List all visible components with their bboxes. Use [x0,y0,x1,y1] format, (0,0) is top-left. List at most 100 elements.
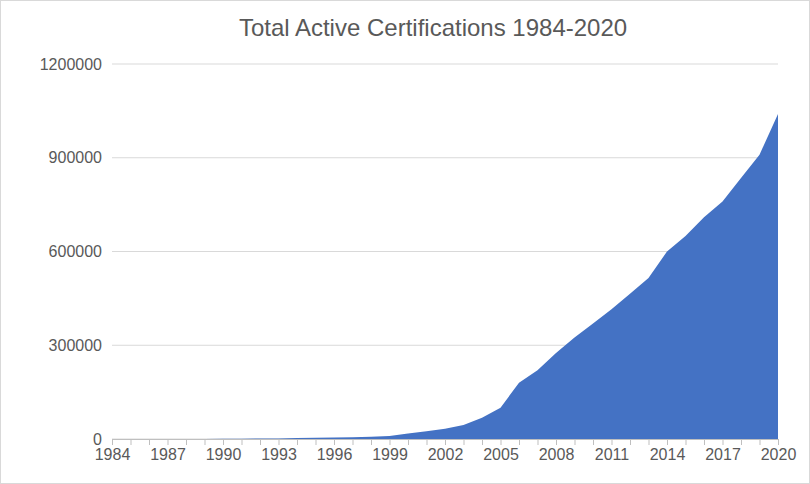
x-tick-mark [519,439,520,445]
x-tick-mark [334,439,335,445]
x-tick [242,439,243,445]
x-tick: 2008 [539,439,575,463]
plot-area [112,114,778,439]
y-tick-label: 300000 [49,337,102,354]
x-tick-mark [760,439,761,445]
x-tick [427,439,428,445]
x-tick [353,439,354,445]
x-tick [575,439,576,445]
x-tick-mark [168,439,169,445]
area [112,114,778,439]
x-tick-mark [112,439,113,445]
x-tick-mark [408,439,409,445]
y-tick: 1200000 [40,56,112,73]
x-tick [704,439,705,445]
x-tick: 1993 [261,439,297,463]
x-tick-mark [390,439,391,445]
x-tick-mark [149,439,150,445]
x-tick-label: 1987 [150,446,186,463]
x-tick-label: 2011 [595,446,630,463]
x-tick-mark [556,439,557,445]
x-tick [538,439,539,445]
x-tick [482,439,483,445]
x-tick-mark [445,439,446,445]
grid [112,64,778,439]
x-tick [371,439,372,445]
x-tick [186,439,187,445]
x-tick [593,439,594,445]
x-tick [205,439,206,445]
x-tick-mark [612,439,613,445]
x-tick [649,439,650,445]
chart: Total Active Certifications 1984-2020 0 30… [0,0,810,484]
x-tick [741,439,742,445]
x-tick-label: 1990 [206,446,242,463]
x-tick: 2014 [650,439,686,463]
x-tick-mark [427,439,428,445]
x-tick-mark [279,439,280,445]
chart-title: Total Active Certifications 1984-2020 [239,14,627,41]
x-tick [260,439,261,445]
x-tick [760,439,761,445]
grid-line [112,157,778,158]
x-tick-mark [205,439,206,445]
x-tick-mark [297,439,298,445]
x-tick-label: 2002 [428,446,464,463]
y-tick-label: 600000 [49,243,102,260]
x-tick: 2011 [595,439,630,463]
x-tick-label: 2005 [483,446,519,463]
y-tick-label: 0 [93,431,102,448]
x-tick-mark [242,439,243,445]
y-tick-label: 900000 [49,149,102,166]
x-tick [408,439,409,445]
x-tick-label: 2008 [539,446,575,463]
x-tick-mark [630,439,631,445]
x-tick-mark [371,439,372,445]
x-tick-mark [704,439,705,445]
x-tick-mark [686,439,687,445]
grid-line [112,64,778,65]
y-axis-line [112,65,113,440]
x-tick-label: 2014 [650,446,686,463]
x-tick-mark [593,439,594,445]
chart-border [1,1,810,484]
x-tick-mark [131,439,132,445]
x-tick [149,439,150,445]
y-tick: 0 [93,431,112,448]
x-tick-mark [778,439,779,445]
x-tick: 1984 [95,439,131,463]
x-tick [131,439,132,445]
x-tick-mark [741,439,742,445]
x-tick-mark [501,439,502,445]
y-tick: 900000 [49,149,112,166]
x-tick: 1999 [372,439,408,463]
y-tick: 600000 [49,243,112,260]
x-tick-mark [353,439,354,445]
x-tick [630,439,631,445]
x-tick-mark [482,439,483,445]
x-tick-mark [667,439,668,445]
x-tick-mark [464,439,465,445]
x-tick: 2002 [428,439,464,463]
x-tick: 1996 [317,439,353,463]
x-tick-mark [260,439,261,445]
x-tick-label: 1999 [372,446,408,463]
x-tick: 1987 [150,439,186,463]
x-tick-mark [316,439,317,445]
x-tick: 2017 [705,439,741,463]
x-tick: 2020 [761,439,797,463]
x-tick [316,439,317,445]
x-axis: 1984 1987 1990 1993 1996 1999 2002 2005 2008 2011… [95,439,797,463]
x-tick-mark [723,439,724,445]
x-tick-label: 2020 [761,446,797,463]
x-tick-mark [575,439,576,445]
x-tick-label: 2017 [705,446,741,463]
x-tick: 2005 [483,439,519,463]
x-tick-mark [223,439,224,445]
x-tick [686,439,687,445]
x-tick [297,439,298,445]
x-tick-mark [649,439,650,445]
x-tick-label: 1993 [261,446,297,463]
x-tick-label: 1984 [95,446,131,463]
x-tick: 1990 [206,439,242,463]
